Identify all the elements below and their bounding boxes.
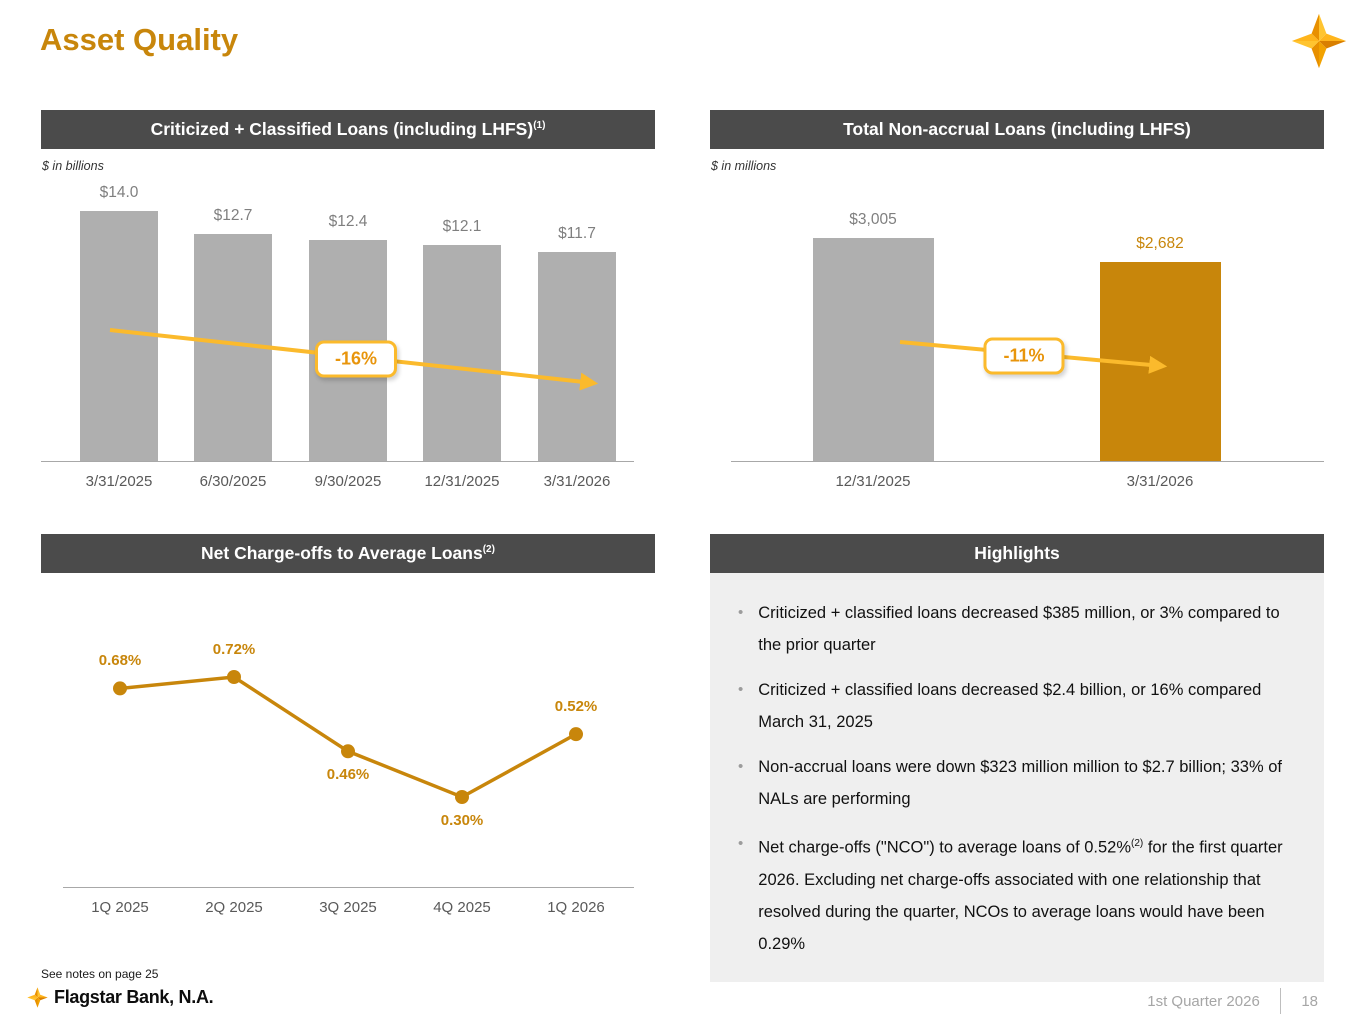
panel-header-nonaccrual-loans: Total Non-accrual Loans (including LHFS) [710, 110, 1324, 149]
panel-header-highlights: Highlights [710, 534, 1324, 573]
panel-header-highlights-label: Highlights [974, 543, 1060, 563]
bar-value-label: $11.7 [558, 225, 596, 242]
highlights-panel: • Criticized + classified loans decreased… [710, 573, 1324, 982]
point-value-label: 0.52% [554, 698, 598, 716]
bullet-dot: • [738, 681, 744, 698]
unit-label-millions: $ in millions [711, 159, 777, 173]
x-axis-label: 3/31/2026 [543, 473, 611, 490]
bar-12/31/2025 [423, 245, 501, 461]
x-axis-label: 3/31/2026 [1126, 473, 1194, 490]
highlight-text: Net charge-offs ("NCO") to average loans… [758, 838, 1283, 953]
x-axis-label: 3/31/2025 [85, 473, 153, 490]
footer-quarter-label: 1st Quarter 2026 [1147, 992, 1260, 1010]
x-axis [41, 461, 634, 462]
highlight-bullet: • Non-accrual loans were down $323 millio… [738, 751, 1298, 815]
bullet-dot: • [738, 604, 744, 621]
nco-trend-line [113, 670, 583, 804]
brand-footer: Flagstar Bank, N.A. [27, 987, 214, 1008]
flagstar-logo-icon [1291, 13, 1347, 69]
page-title: Asset Quality [40, 22, 239, 57]
x-axis-label: 12/31/2025 [424, 473, 500, 490]
bar-value-label: $14.0 [99, 184, 139, 201]
x-axis-label: 4Q 2025 [433, 899, 491, 916]
x-axis [731, 461, 1324, 462]
panel-header-nonaccrual-label: Total Non-accrual Loans (including LHFS) [843, 119, 1191, 139]
footer-right: 1st Quarter 2026 18 [1147, 988, 1318, 1014]
bar-value-label: $12.4 [328, 213, 368, 230]
highlight-text: Non-accrual loans were down $323 million… [758, 758, 1282, 808]
flagstar-footer-logo-icon [27, 987, 48, 1008]
bar-12/31/2025 [812, 238, 934, 461]
highlight-bullet: • Criticized + classified loans decreased… [738, 597, 1298, 661]
highlight-text: Criticized + classified loans decreased … [758, 681, 1262, 731]
point-value-label: 0.68% [98, 652, 142, 670]
criticized-loans-bar-chart: $14.0 3/31/2025 $12.7 6/30/2025 $12.4 9/30/20… [41, 175, 655, 505]
x-axis-label: 9/30/2025 [314, 473, 382, 490]
x-axis-label: 6/30/2025 [199, 473, 267, 490]
panel-header-criticized-label: Criticized + Classified Loans (including… [150, 119, 534, 139]
page-number: 18 [1301, 992, 1318, 1010]
point-value-label: 0.72% [212, 641, 256, 658]
footnote-reference: See notes on page 25 [41, 967, 159, 981]
net-chargeoffs-line-chart: 0.68% 0.72% 0.46% 0.30% 0.52% 1Q 2025 2Q 2025 3… [41, 580, 655, 930]
highlight-bullet: • Criticized + classified loans decreased… [738, 674, 1298, 738]
bullet-dot: • [738, 758, 744, 775]
x-axis [63, 887, 634, 888]
x-axis-label: 3Q 2025 [319, 899, 377, 916]
footnote-2-marker: (2) [482, 544, 495, 555]
panel-header-net-chargeoffs: Net Charge-offs to Average Loans (2) [41, 534, 655, 573]
bar-3/31/2026 [1099, 262, 1221, 461]
highlight-bullet: • Net charge-offs ("NCO") to average loan… [738, 828, 1298, 960]
change-annotation: -16% [314, 340, 398, 378]
nonaccrual-loans-bar-chart: $3,005 12/31/2025 $2,682 3/31/2026 -11% [710, 175, 1324, 505]
x-axis-label: 2Q 2025 [205, 899, 263, 916]
bar-value-label: $12.1 [442, 218, 482, 235]
x-axis-label: 12/31/2025 [835, 473, 911, 490]
x-axis-label: 1Q 2026 [547, 899, 605, 916]
bar-3/31/2026 [538, 252, 616, 461]
panel-header-nco-label: Net Charge-offs to Average Loans [201, 543, 483, 563]
point-value-label: 0.46% [326, 766, 370, 784]
bar-value-label: $3,005 [849, 211, 897, 228]
bar-value-label: $2,682 [1136, 235, 1184, 252]
bullet-dot: • [738, 835, 744, 852]
change-annotation: -11% [983, 337, 1065, 375]
x-axis-label: 1Q 2025 [91, 899, 149, 916]
highlights-list: • Criticized + classified loans decreased… [738, 597, 1298, 960]
point-value-label: 0.30% [440, 811, 484, 829]
bar-value-label: $12.7 [213, 207, 253, 224]
footer-divider [1279, 988, 1282, 1014]
unit-label-billions: $ in billions [42, 159, 104, 173]
brand-name: Flagstar Bank, N.A. [54, 987, 214, 1007]
footnote-1-marker: (1) [533, 120, 546, 131]
bar-6/30/2025 [194, 234, 272, 461]
bar-3/31/2025 [80, 211, 158, 461]
panel-header-criticized-loans: Criticized + Classified Loans (including… [41, 110, 655, 149]
highlight-text: Criticized + classified loans decreased … [758, 604, 1280, 654]
